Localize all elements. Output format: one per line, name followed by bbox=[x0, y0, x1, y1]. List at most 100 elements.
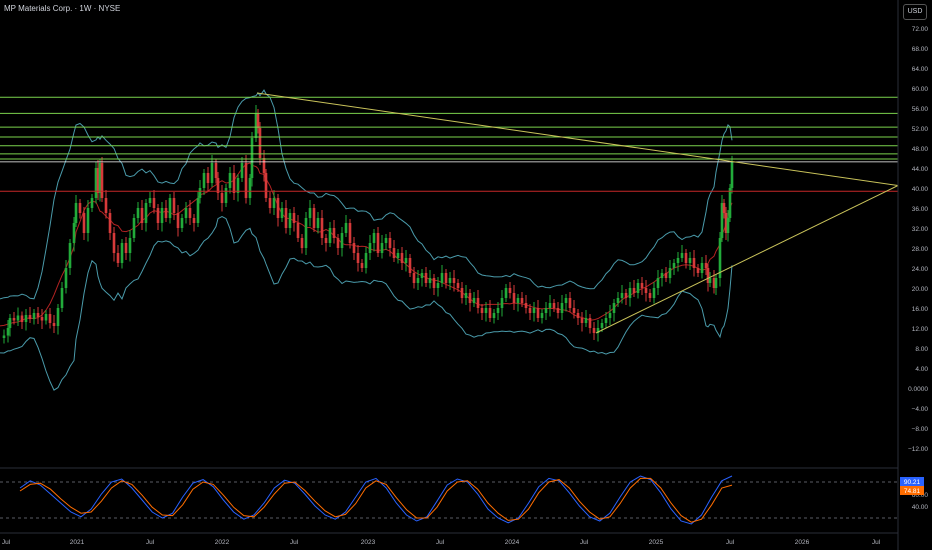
candle-body bbox=[468, 293, 472, 303]
candle-body bbox=[228, 173, 232, 188]
candle-body bbox=[656, 278, 660, 288]
candle-body bbox=[60, 288, 64, 308]
candle-body bbox=[664, 273, 668, 278]
candle-body bbox=[564, 298, 568, 303]
candle-body bbox=[268, 198, 272, 208]
candle-body bbox=[584, 318, 588, 323]
candle-body bbox=[112, 233, 116, 253]
candle-body bbox=[86, 208, 90, 233]
stoch-tick-label: 60.00 bbox=[912, 492, 929, 499]
x-tick-label: Jul bbox=[872, 539, 881, 546]
candle-body bbox=[192, 218, 196, 223]
candle-body bbox=[718, 238, 722, 278]
candle-body bbox=[492, 313, 496, 318]
candle-body bbox=[604, 318, 608, 323]
stochastic-pane: 60.00 40.00 90.21 74.81 bbox=[0, 467, 929, 525]
y-tick-label: 48.00 bbox=[912, 146, 929, 153]
candle-body bbox=[432, 278, 436, 288]
candle-body bbox=[608, 313, 612, 318]
y-tick-label: −8.00 bbox=[912, 426, 929, 433]
candle-body bbox=[672, 263, 676, 268]
y-tick-label: 52.00 bbox=[912, 126, 929, 133]
candle-body bbox=[560, 303, 564, 313]
candle-body bbox=[532, 308, 536, 313]
currency-button[interactable]: USD bbox=[903, 4, 927, 20]
candle-body bbox=[416, 278, 420, 283]
stoch-value-tag bbox=[900, 486, 924, 495]
candle-body bbox=[152, 198, 156, 208]
candle-body bbox=[262, 158, 266, 173]
candle-body bbox=[308, 208, 312, 218]
sma-line bbox=[0, 162, 733, 327]
candle-body bbox=[706, 268, 710, 283]
candle-body bbox=[568, 298, 572, 308]
candle-body bbox=[472, 298, 476, 303]
candle-body bbox=[408, 258, 412, 273]
candle-body bbox=[128, 238, 132, 253]
candle-body bbox=[160, 208, 164, 223]
candle-body bbox=[304, 218, 308, 248]
candle-body bbox=[196, 198, 200, 223]
candle-body bbox=[132, 218, 136, 238]
time-axis[interactable]: Jul 2021 Jul 2022 Jul 2023 Jul 2024 Jul 2025 Jul 20… bbox=[0, 532, 898, 546]
candle-body bbox=[352, 243, 356, 253]
candle-body bbox=[676, 258, 680, 263]
candle-body bbox=[172, 198, 176, 213]
symbol-title[interactable]: MP Materials Corp. · 1W · NYSE bbox=[4, 4, 121, 13]
price-axis[interactable]: 72.00 68.00 64.00 60.00 56.00 52.00 48.00 44.00… bbox=[897, 0, 932, 550]
candle-body bbox=[444, 273, 448, 283]
stoch-value-label: 90.21 bbox=[904, 479, 921, 486]
candle-body bbox=[424, 273, 428, 283]
candle-body bbox=[412, 273, 416, 283]
y-tick-label: 44.00 bbox=[912, 166, 929, 173]
y-tick-label: 56.00 bbox=[912, 106, 929, 113]
candle-body bbox=[348, 223, 352, 243]
candle-body bbox=[420, 273, 424, 278]
candle-body bbox=[288, 213, 292, 228]
candle-body bbox=[8, 318, 12, 328]
candle-body bbox=[32, 313, 36, 319]
x-tick-label: 2021 bbox=[70, 539, 85, 546]
x-tick-label: 2025 bbox=[649, 539, 664, 546]
candle-body bbox=[448, 278, 452, 283]
y-tick-label: 12.00 bbox=[912, 326, 929, 333]
y-tick-label: −4.00 bbox=[912, 406, 929, 413]
candle-body bbox=[156, 208, 160, 223]
x-tick-label: Jul bbox=[726, 539, 735, 546]
candle-body bbox=[168, 198, 172, 218]
candle-body bbox=[20, 315, 24, 322]
candle-body bbox=[2, 335, 6, 338]
x-tick-label: Jul bbox=[146, 539, 155, 546]
candle-body bbox=[108, 213, 112, 233]
candle-body bbox=[544, 308, 548, 313]
y-tick-label: 32.00 bbox=[912, 226, 929, 233]
candle-body bbox=[440, 273, 444, 283]
candle-body bbox=[216, 178, 220, 193]
candle-body bbox=[552, 303, 556, 308]
trendline-upper bbox=[256, 92, 899, 186]
y-tick-label: 24.00 bbox=[912, 266, 929, 273]
candle-body bbox=[632, 288, 636, 293]
candle-body bbox=[700, 263, 704, 273]
candle-body bbox=[660, 273, 664, 278]
candle-body bbox=[210, 163, 214, 183]
candle-body bbox=[504, 288, 508, 298]
candle-body bbox=[116, 253, 120, 263]
candle-body bbox=[576, 313, 580, 318]
candle-body bbox=[280, 208, 284, 218]
candle-body bbox=[724, 213, 728, 233]
candle-body bbox=[644, 288, 648, 293]
x-tick-label: 2024 bbox=[505, 539, 520, 546]
candle-body bbox=[396, 253, 400, 258]
candle-body bbox=[368, 243, 372, 253]
candle-body bbox=[296, 223, 300, 238]
candle-body bbox=[556, 308, 560, 313]
candle-body bbox=[120, 243, 124, 263]
candle-body bbox=[176, 213, 180, 228]
candle-body bbox=[98, 163, 102, 193]
candle-body bbox=[188, 208, 192, 218]
candle-body bbox=[78, 203, 82, 213]
candle-body bbox=[56, 308, 60, 326]
candle-body bbox=[180, 218, 184, 228]
